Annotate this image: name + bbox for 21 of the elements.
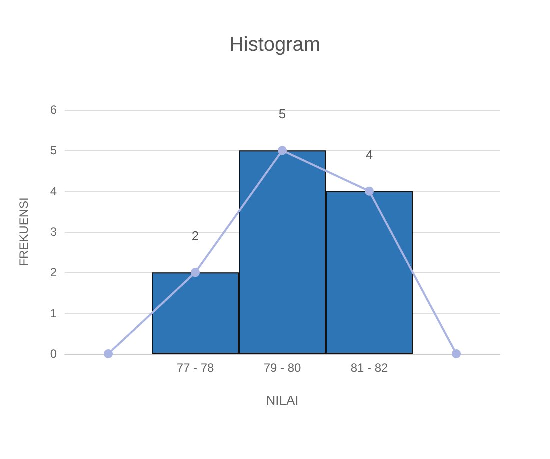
point — [278, 146, 287, 156]
y-axis-title: FREKUENSI — [17, 198, 31, 266]
point — [104, 350, 113, 358]
point — [365, 186, 374, 196]
x-tick-label: 77 - 78 — [176, 361, 215, 375]
y-tick-label: 5 — [50, 144, 58, 158]
y-tick-label: 4 — [50, 184, 58, 198]
point — [452, 350, 461, 358]
data-label: 2 — [192, 228, 200, 244]
chart-title: Histogram — [229, 34, 321, 56]
y-tick-label: 6 — [50, 103, 58, 117]
x-tick-label: 81 - 82 — [350, 361, 389, 375]
y-tick-label: 3 — [50, 225, 58, 239]
data-label: 5 — [278, 106, 286, 122]
x-axis-title: NILAI — [266, 393, 299, 408]
y-tick-label: 2 — [50, 266, 58, 280]
x-tick-label: 79 - 80 — [264, 361, 302, 375]
data-label: 4 — [366, 147, 374, 162]
y-tick-label: 0 — [50, 347, 58, 361]
y-tick-label: 1 — [50, 306, 58, 320]
point — [191, 268, 200, 278]
